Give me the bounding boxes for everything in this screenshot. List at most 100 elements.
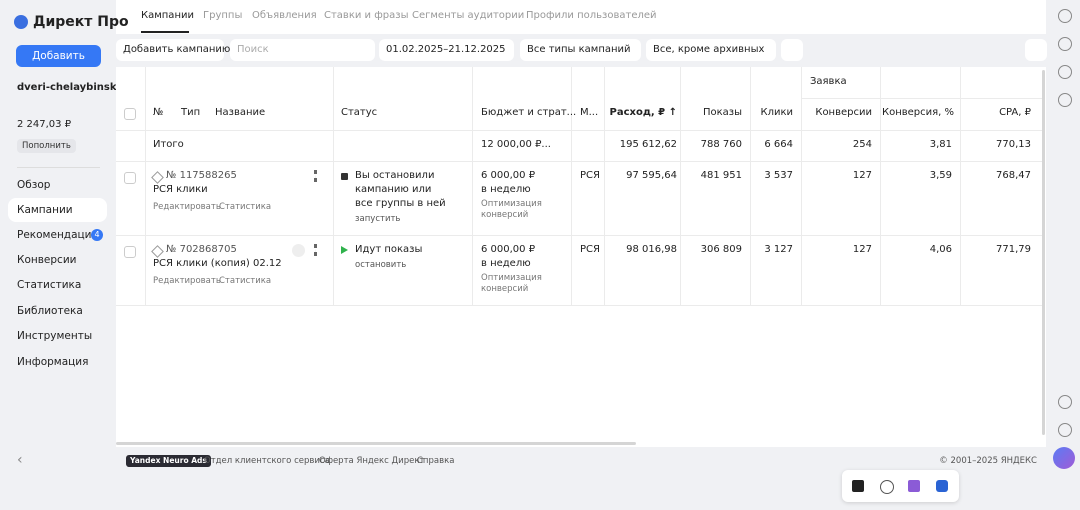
add-button[interactable]: Добавить (16, 45, 101, 67)
nav-item[interactable]: Кампании (17, 204, 73, 216)
group-header: Заявка (810, 76, 847, 87)
panel-icon[interactable] (880, 480, 894, 494)
status-text: Идут показы (355, 244, 423, 255)
column-divider (680, 67, 681, 305)
tab[interactable]: Профили пользователей (526, 10, 657, 21)
nav-item[interactable]: Библиотека (17, 305, 83, 317)
network: РСЯ (580, 170, 600, 181)
status-action[interactable]: запустить (355, 214, 401, 224)
status-filter[interactable]: Все, кроме архивных (646, 39, 776, 61)
nav-item[interactable]: Инструменты (17, 330, 93, 342)
footer-link[interactable]: Справка (417, 456, 455, 466)
tab[interactable]: Группы (203, 10, 243, 21)
total-cell: 12 000,00 ₽... (481, 139, 551, 150)
status-icon (341, 173, 348, 180)
account[interactable]: dveri-chelaybinsk (17, 82, 117, 93)
column-header: Статус (341, 107, 378, 118)
tab[interactable]: Ставки и фразы (324, 10, 409, 21)
row-menu[interactable] (314, 170, 320, 182)
edit-link: Редактировать (153, 276, 221, 286)
copyright: © 2001–2025 ЯНДЕКС (939, 456, 1037, 466)
total-cell: 6 664 (764, 139, 793, 150)
column-divider (333, 67, 334, 305)
settings-button[interactable] (1025, 39, 1047, 61)
h-scrollbar[interactable] (116, 442, 636, 445)
column-divider (571, 67, 572, 305)
footer-link[interactable]: Отдел клиентского сервиса (204, 456, 330, 466)
rail-icon[interactable] (1058, 65, 1072, 79)
status-text: Вы остановили кампанию или все группы в … (355, 170, 446, 209)
row-menu[interactable] (314, 244, 320, 256)
nav-item[interactable]: Рекомендации (17, 229, 99, 241)
tab[interactable]: Сегменты аудитории (412, 10, 525, 21)
column-divider (880, 67, 881, 305)
nav-item[interactable]: Конверсии (17, 254, 77, 266)
footer-link[interactable]: Оферта Яндекс Директ (319, 456, 425, 466)
column-header: Расход, ₽ ↑ (609, 107, 678, 118)
metric: 4,06 (929, 244, 952, 255)
tab[interactable]: Объявления (252, 10, 317, 21)
logo-icon (14, 15, 28, 29)
panel-icon[interactable] (908, 480, 920, 492)
rail-icon[interactable] (1058, 423, 1072, 437)
topup-button[interactable]: Пополнить (17, 139, 76, 153)
add-campaign-button[interactable]: Добавить кампанию (116, 39, 230, 61)
column-header: Тип (181, 107, 201, 118)
rail-icon[interactable] (1058, 9, 1072, 23)
column-header: Конверсии (815, 107, 872, 118)
total-cell: 195 612,62 (619, 139, 677, 150)
rail-icon[interactable] (1058, 395, 1072, 409)
nav-item[interactable]: Обзор (17, 179, 51, 191)
logo: Директ Про (33, 14, 129, 30)
metric: 3 127 (764, 244, 793, 255)
date-picker[interactable]: 01.02.2025–21.12.2025 (379, 39, 514, 61)
panel-icon[interactable] (936, 480, 948, 492)
search-input[interactable]: Поиск (230, 39, 375, 61)
metric: 127 (852, 170, 872, 181)
checkbox[interactable] (124, 246, 136, 258)
metric: 98 016,98 (626, 244, 677, 255)
nav-item[interactable]: Статистика (17, 279, 82, 291)
campaign-id: № 702868705 (166, 244, 237, 255)
v-scrollbar[interactable] (1042, 70, 1045, 435)
floating-panel (842, 470, 959, 502)
budget: 6 000,00 ₽ (481, 244, 536, 255)
column-header: М... (580, 107, 599, 118)
nav-badge: 4 (91, 229, 103, 241)
total-cell: 788 760 (700, 139, 742, 150)
budget-period: в неделю (481, 258, 531, 269)
row-divider (802, 98, 1042, 99)
column-header: Клики (760, 107, 793, 118)
metric: 771,79 (996, 244, 1031, 255)
filters-button[interactable] (781, 39, 803, 61)
column-header: Конверсия, % (882, 107, 955, 118)
assistant-icon[interactable] (1053, 447, 1075, 469)
edit-link: Редактировать (153, 202, 221, 212)
status-action[interactable]: остановить (355, 260, 407, 270)
checkbox[interactable] (124, 172, 136, 184)
checkbox[interactable] (124, 108, 136, 120)
collapse-icon[interactable]: ‹ (17, 452, 23, 468)
metric: 3,59 (929, 170, 952, 181)
column-divider (801, 67, 802, 305)
panel-icon[interactable] (852, 480, 864, 492)
type-filter[interactable]: Все типы кампаний (520, 39, 641, 61)
nav-item[interactable]: Информация (17, 356, 89, 368)
autopilot-icon (292, 244, 305, 257)
column-divider (472, 67, 473, 305)
stats-link: Статистика (219, 276, 272, 286)
stats-link: Статистика (219, 202, 272, 212)
metric: 127 (852, 244, 872, 255)
tab[interactable]: Кампании (141, 10, 194, 21)
row-divider (116, 130, 1042, 131)
budget-period: в неделю (481, 184, 531, 195)
total-cell: 254 (852, 139, 872, 150)
campaign-name: РСЯ клики (153, 184, 208, 195)
campaign-id: № 117588265 (166, 170, 237, 181)
nav-active-bg (8, 198, 107, 222)
rail-icon[interactable] (1058, 93, 1072, 107)
rail-icon[interactable] (1058, 37, 1072, 51)
row-divider (116, 161, 1042, 162)
metric: 306 809 (700, 244, 742, 255)
